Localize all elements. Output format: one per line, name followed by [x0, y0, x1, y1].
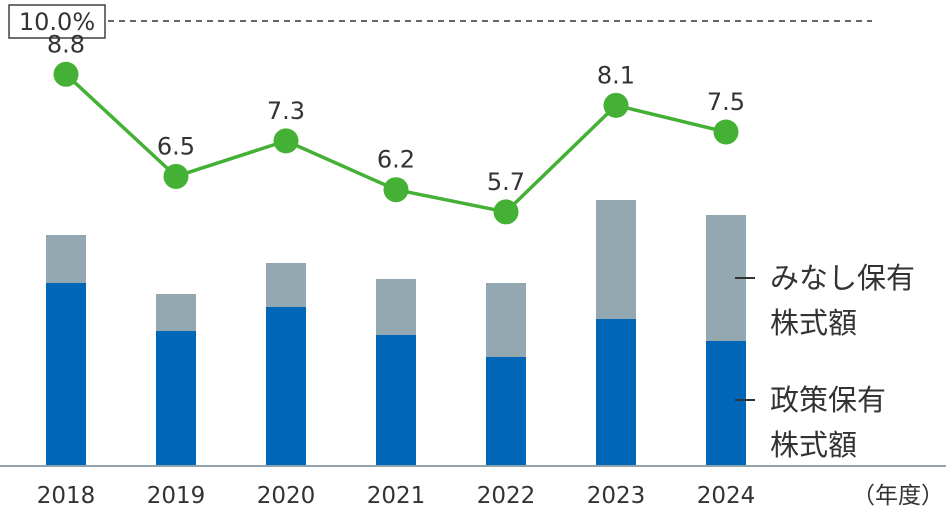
data-label: 7.3 — [267, 97, 305, 125]
line-point-2020 — [273, 128, 299, 154]
line-point-2024 — [713, 119, 739, 145]
bar-seisaku-2024 — [706, 341, 746, 465]
bar-minashi-2022 — [486, 283, 526, 357]
legend-label-minashi-line2: 株式額 — [770, 306, 857, 340]
legend-label-seisaku-line2: 株式額 — [770, 428, 857, 462]
data-label: 5.7 — [487, 168, 525, 196]
x-tick-label: 2020 — [257, 483, 316, 509]
x-tick-label: 2023 — [587, 483, 646, 509]
legend-label-minashi-line1: みなし保有 — [770, 261, 915, 295]
x-tick-label: 2018 — [37, 483, 96, 509]
legend-label-seisaku-line1: 政策保有 — [770, 383, 886, 417]
reference-label-box — [8, 4, 106, 39]
line-point-2018 — [53, 61, 79, 87]
x-unit-label: （年度） — [852, 483, 944, 509]
x-tick-label: 2019 — [147, 483, 206, 509]
line-point-2021 — [383, 177, 409, 203]
data-label: 8.8 — [47, 30, 85, 58]
reference-label: 10.0% — [19, 8, 95, 36]
x-tick-label: 2022 — [477, 483, 536, 509]
bar-minashi-2018 — [46, 235, 86, 283]
line-point-2022 — [493, 199, 519, 225]
legend: みなし保有 株式額 政策保有 株式額 — [735, 261, 915, 462]
bar-minashi-2021 — [376, 279, 416, 335]
bar-minashi-2020 — [266, 263, 306, 307]
bar-minashi-2023 — [596, 200, 636, 319]
bar-seisaku-2019 — [156, 331, 196, 465]
line-point-2023 — [603, 92, 629, 118]
x-tick-label: 2021 — [367, 483, 426, 509]
data-label: 6.2 — [377, 146, 415, 174]
bar-seisaku-2020 — [266, 307, 306, 465]
bar-seisaku-2022 — [486, 357, 526, 465]
bars-layer — [46, 200, 746, 465]
bar-seisaku-2023 — [596, 319, 636, 465]
x-tick-label: 2024 — [697, 483, 756, 509]
data-label: 6.5 — [157, 132, 195, 160]
bar-minashi-2019 — [156, 294, 196, 331]
data-label: 8.1 — [597, 61, 635, 89]
bar-seisaku-2018 — [46, 283, 86, 465]
x-tick-labels: 2018 2019 2020 2021 2022 2023 2024 — [37, 483, 756, 509]
bar-seisaku-2021 — [376, 335, 416, 465]
data-label: 7.5 — [707, 88, 745, 116]
line-point-2019 — [163, 163, 189, 189]
line-layer: 8.8 6.5 7.3 6.2 5.7 8.1 7.5 — [47, 30, 745, 225]
